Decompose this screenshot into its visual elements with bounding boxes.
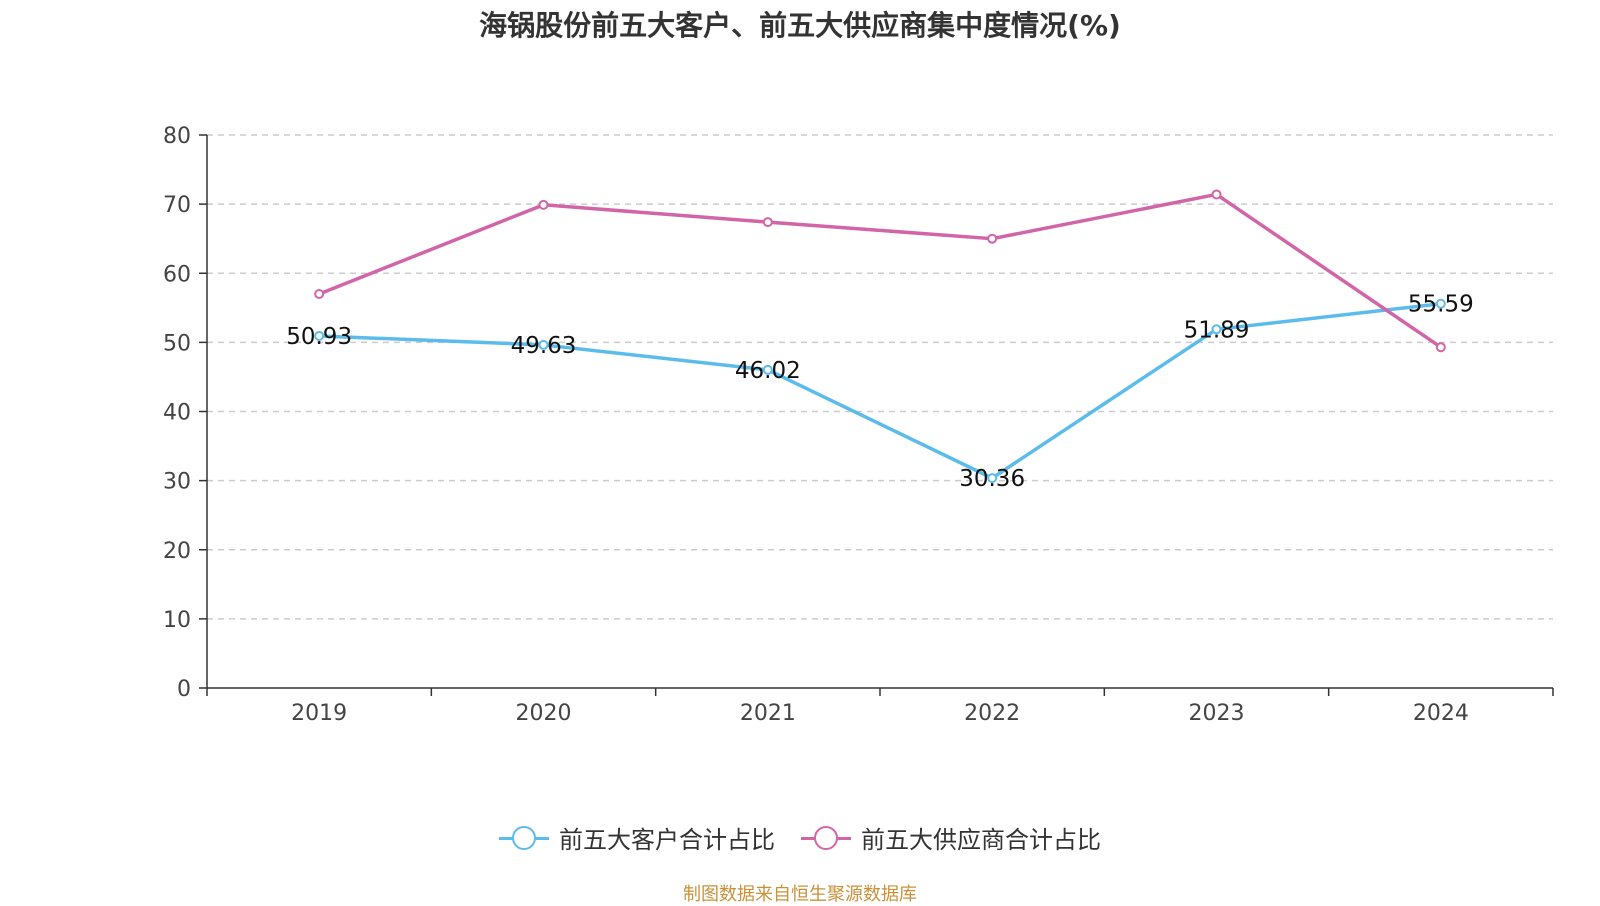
- source-note: 制图数据来自恒生聚源数据库: [683, 884, 917, 905]
- series-line-1: [317, 192, 1443, 349]
- data-point: [1211, 324, 1222, 335]
- data-point: [314, 330, 325, 341]
- data-point: [762, 364, 773, 375]
- data-labels: 50.93 49.63 46.02 30.36 51.89 55.59: [286, 292, 1474, 492]
- legend-label-suppliers: 前五大供应商合计占比: [861, 826, 1101, 854]
- legend-label-customers: 前五大客户合计占比: [559, 826, 775, 854]
- legend-item-customers[interactable]: 前五大客户合计占比: [499, 820, 775, 855]
- y-tick-label: 0: [177, 677, 191, 702]
- data-label: 55.59: [1408, 292, 1474, 318]
- x-tick-label: 2020: [516, 701, 572, 726]
- legend: 前五大客户合计占比 前五大供应商合计占比: [0, 820, 1600, 855]
- x-tick-label: 2019: [291, 701, 347, 726]
- axes: 0 10 20 30 40 50 60 70 80 2019 2020 2021 2022 2023 202…: [163, 124, 1554, 726]
- y-tick-label: 50: [163, 331, 191, 356]
- x-tick-label: 2022: [964, 701, 1020, 726]
- data-point: [1211, 189, 1222, 200]
- data-label: 50.93: [286, 324, 352, 350]
- data-point: [987, 233, 998, 244]
- series-line-0: [317, 301, 1443, 480]
- chart-title: 海锅股份前五大客户、前五大供应商集中度情况(%): [479, 9, 1121, 42]
- grid-lines: [207, 134, 1553, 620]
- data-label: 30.36: [959, 466, 1025, 492]
- data-point: [314, 288, 325, 299]
- data-label: 46.02: [735, 358, 801, 384]
- y-tick-label: 80: [163, 124, 191, 149]
- x-tick-label: 2021: [740, 701, 796, 726]
- data-point: [538, 339, 549, 350]
- legend-item-suppliers[interactable]: 前五大供应商合计占比: [801, 820, 1101, 855]
- data-point: [1435, 298, 1446, 309]
- data-point: [987, 473, 998, 484]
- data-label: 49.63: [511, 333, 577, 359]
- data-point: [538, 199, 549, 210]
- x-tick-label: 2023: [1189, 701, 1245, 726]
- y-tick-label: 40: [163, 401, 191, 426]
- data-label: 51.89: [1184, 317, 1250, 343]
- series-lines: [314, 189, 1446, 484]
- legend-marker-customers-icon: [499, 824, 549, 852]
- y-tick-label: 60: [163, 262, 191, 287]
- data-point: [762, 217, 773, 228]
- x-tick-label: 2024: [1413, 701, 1469, 726]
- y-tick-label: 70: [163, 193, 191, 218]
- y-tick-label: 20: [163, 539, 191, 564]
- legend-marker-suppliers-icon: [801, 824, 851, 852]
- data-point: [1435, 342, 1446, 353]
- y-tick-label: 10: [163, 608, 191, 633]
- y-tick-label: 30: [163, 470, 191, 495]
